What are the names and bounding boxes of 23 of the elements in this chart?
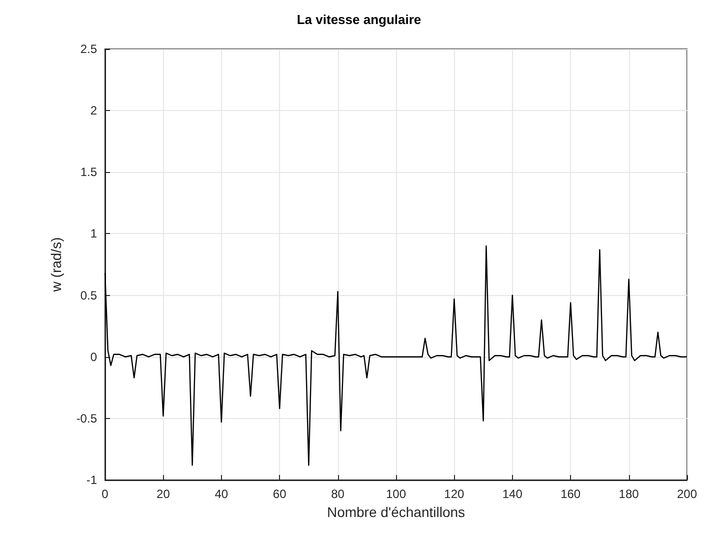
chart-title: La vitesse angulaire	[296, 12, 422, 27]
x-axis-title: Nombre d'échantillons	[326, 504, 466, 520]
x-tick-label: 40	[214, 487, 228, 501]
y-tick-label: 1	[90, 226, 98, 241]
line-series	[104, 245, 688, 466]
x-tick-label: 20	[156, 487, 170, 501]
x-tick-label: 80	[331, 487, 345, 501]
y-tick-label: -0.5	[76, 411, 98, 426]
x-tick-label: 0	[102, 487, 109, 501]
y-tick-label: 1.5	[80, 165, 98, 180]
x-tick-label: 200	[676, 487, 698, 501]
y-tick-label: 2	[90, 104, 98, 118]
y-tick-label: 0.5	[80, 288, 98, 302]
y-tick-label: -1	[86, 473, 98, 487]
x-tick-label: 140	[502, 487, 523, 501]
y-tick-label: 0	[90, 350, 98, 364]
x-tick-label: 180	[618, 487, 640, 501]
x-tick-label: 60	[272, 487, 287, 501]
x-tick-label: 160	[560, 487, 581, 501]
y-axis-title: w (rad/s)	[48, 237, 64, 293]
x-tick-label: 100	[386, 487, 406, 501]
y-tick-label: 2.5	[80, 42, 98, 56]
x-tick-label: 120	[444, 487, 465, 501]
